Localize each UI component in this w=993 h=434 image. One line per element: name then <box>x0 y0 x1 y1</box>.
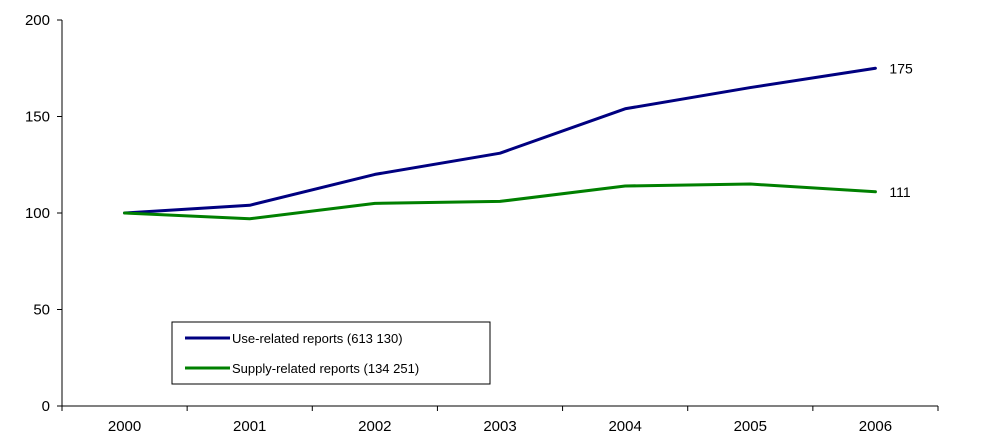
x-tick-label: 2006 <box>859 418 892 434</box>
x-tick-label: 2000 <box>108 418 141 434</box>
legend-label-0: Use-related reports (613 130) <box>232 331 403 346</box>
y-tick-label: 200 <box>25 12 50 29</box>
y-tick-label: 100 <box>25 205 50 222</box>
x-tick-label: 2004 <box>608 418 641 434</box>
legend: Use-related reports (613 130) Supply-rela… <box>171 321 491 385</box>
series-end-label-0: 175 <box>889 60 913 76</box>
legend-box <box>171 321 491 385</box>
y-axis: 0 50 100 150 200 <box>25 12 63 415</box>
series-layer <box>123 66 877 221</box>
y-tick-label: 150 <box>25 109 50 126</box>
y-tick-label: 50 <box>33 302 50 319</box>
series-end-label-1: 111 <box>889 184 910 200</box>
x-tick-label: 2001 <box>233 418 266 434</box>
series-line-0 <box>123 66 877 215</box>
legend-label-1: Supply-related reports (134 251) <box>232 361 419 376</box>
x-axis: 2000 2001 2002 2003 2004 2005 2006 <box>61 405 939 434</box>
x-tick-label: 2003 <box>483 418 516 434</box>
x-tick-label: 2002 <box>358 418 391 434</box>
series-line-1 <box>123 182 877 221</box>
end-labels: 175 111 <box>889 60 913 200</box>
x-tick-label: 2005 <box>734 418 767 434</box>
y-tick-label: 0 <box>42 398 50 415</box>
